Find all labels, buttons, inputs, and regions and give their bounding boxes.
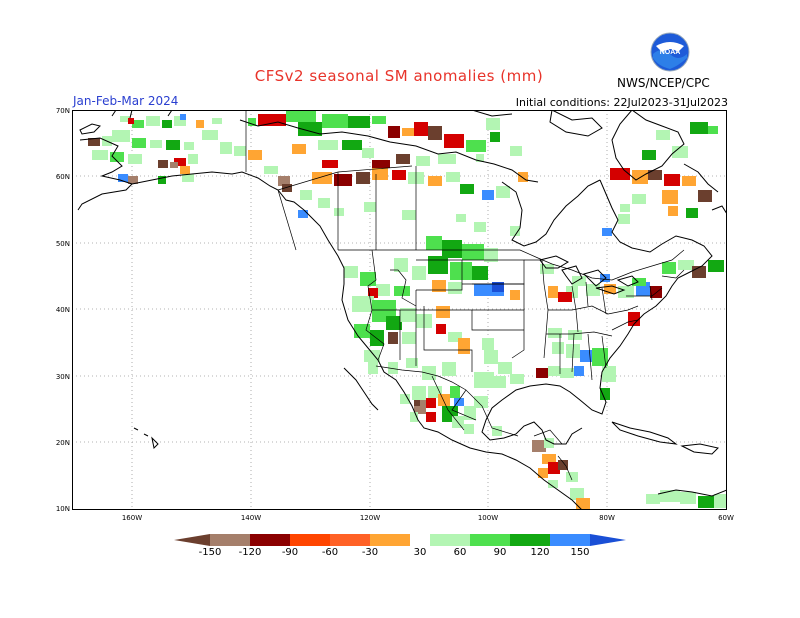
source-label: NWS/NCEP/CPC [617,76,710,90]
coastlines [77,110,727,510]
lon-label: 140W [240,514,262,522]
colorbar-arrow-right [590,534,626,546]
lat-label: 40N [55,306,70,314]
political-borders [245,110,685,481]
colorbar-label: -30 [361,547,379,558]
colorbar-arrow-left [174,534,210,546]
lat-label: 50N [55,240,70,248]
anomaly-map [72,110,727,510]
colorbar-swatch [430,534,470,546]
colorbar-swatch [470,534,510,546]
noaa-logo-icon: NOAA [650,32,690,72]
lon-label: 60W [718,514,734,522]
lat-label: 30N [55,373,70,381]
colorbar-label: -60 [321,547,339,558]
colorbar-swatch [290,534,330,546]
colorbar-label: -150 [198,547,222,558]
lat-label: 70N [55,107,70,115]
anomaly-cells [88,110,726,510]
map-frame [72,110,727,510]
colorbar-label: 150 [570,547,590,558]
colorbar-label: 120 [530,547,550,558]
forecast-period: Jan-Feb-Mar 2024 [73,94,179,108]
colorbar-label: -90 [281,547,299,558]
lon-label: 100W [477,514,499,522]
colorbar-swatch [370,534,410,546]
colorbar-swatch [210,534,250,546]
colorbar-label: -120 [238,547,262,558]
lat-label: 10N [55,505,70,513]
lon-label: 80W [599,514,615,522]
lon-label: 160W [121,514,143,522]
colorbar-label: 60 [453,547,467,558]
colorbar-swatch [330,534,370,546]
colorbar-swatch [510,534,550,546]
colorbar-swatch [410,534,430,546]
colorbar-label: 30 [413,547,427,558]
lat-label: 20N [55,439,70,447]
colorbar [174,534,626,546]
lon-label: 120W [359,514,381,522]
initial-conditions: Initial conditions: 22Jul2023-31Jul2023 [515,96,728,109]
colorbar-swatch [550,534,590,546]
colorbar-swatch [250,534,290,546]
colorbar-label: 90 [493,547,507,558]
lat-label: 60N [55,173,70,181]
map-title: CFSv2 seasonal SM anomalies (mm) [254,67,544,85]
logo-text: NOAA [660,49,681,56]
